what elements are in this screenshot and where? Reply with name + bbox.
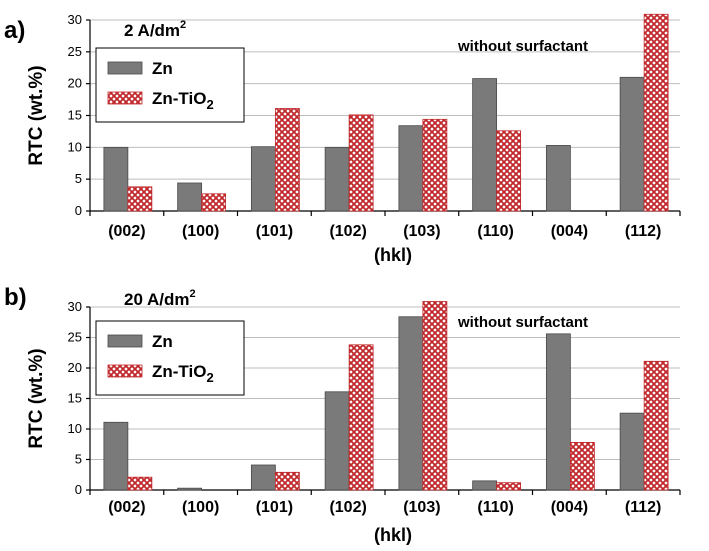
bar-zn — [398, 125, 424, 212]
y-tick-label: 25 — [68, 330, 82, 345]
bar-zn-tio2 — [496, 482, 522, 491]
x-category-label: (112) — [625, 499, 661, 516]
y-tick-label: 30 — [68, 299, 82, 314]
y-tick-label: 20 — [68, 76, 82, 91]
y-tick-label: 20 — [68, 360, 82, 375]
x-category-label: (110) — [477, 499, 513, 516]
bar-zn — [619, 412, 645, 491]
chart-panel-a: 0 5 10 15 20 25 30 (002) (100) (101) (102) (103) (11… — [4, 12, 681, 265]
y-tick-label: 15 — [68, 108, 82, 123]
legend-series-subscript: 2 — [206, 370, 213, 385]
legend-swatch-zn-tio2 — [107, 91, 143, 105]
annotation-text: without surfactant — [457, 314, 588, 331]
y-tick-label: 5 — [75, 171, 82, 186]
legend-series-name: Zn-TiO — [152, 362, 206, 381]
bar-zn — [250, 464, 276, 491]
y-tick-label: 25 — [68, 44, 82, 59]
y-axis-title: RTC (wt.%) — [26, 65, 47, 165]
bar-zn-tio2 — [348, 114, 374, 212]
y-tick-label: 0 — [75, 482, 82, 497]
x-category-label: (004) — [551, 499, 588, 516]
panel-letter: b) — [4, 284, 27, 311]
legend-series-name: Zn-TiO — [152, 89, 206, 108]
bar-zn-tio2 — [422, 301, 448, 491]
bar-zn — [398, 316, 424, 491]
bar-zn — [472, 78, 498, 212]
current-density-exponent: 2 — [190, 288, 196, 300]
x-axis-title: (hkl) — [374, 525, 412, 545]
bar-zn-tio2 — [569, 442, 595, 491]
x-category-label: (103) — [403, 223, 440, 240]
x-axis-title: (hkl) — [374, 245, 412, 265]
legend-label: Zn — [152, 59, 173, 78]
legend-label: Zn — [152, 332, 173, 351]
legend-series-subscript: 2 — [206, 97, 213, 112]
y-axis-title: RTC (wt.%) — [26, 348, 47, 448]
y-tick-label: 15 — [68, 391, 82, 406]
bar-zn-tio2 — [274, 108, 300, 212]
bar-zn-tio2 — [643, 360, 669, 491]
x-category-label: (100) — [182, 223, 219, 240]
bar-zn-tio2 — [643, 13, 669, 212]
chart-panel-b: 0 5 10 15 20 25 30 (002) (100) (101) (102) (103) (11… — [4, 284, 681, 545]
bar-zn — [103, 146, 129, 212]
bar-zn — [545, 333, 571, 491]
x-category-label: (101) — [256, 223, 293, 240]
x-category-label: (103) — [403, 499, 440, 516]
current-density-label: 20 A/dm2 — [124, 288, 196, 309]
x-category-label: (112) — [625, 223, 661, 240]
bar-zn-tio2 — [127, 186, 153, 212]
bar-zn — [619, 76, 645, 212]
legend-label: Zn-TiO2 — [152, 362, 214, 385]
legend-box — [95, 47, 245, 123]
bar-zn-tio2 — [422, 118, 448, 212]
legend-series-name: Zn — [152, 59, 173, 78]
x-category-label: (102) — [329, 223, 366, 240]
bar-zn-tio2 — [127, 476, 153, 491]
bar-zn — [324, 391, 350, 491]
legend-swatch-zn-tio2 — [107, 364, 143, 378]
legend-swatch-zn — [107, 334, 143, 348]
bar-zn-tio2 — [496, 130, 522, 212]
y-tick-label: 30 — [68, 12, 82, 27]
bar-zn-tio2 — [348, 344, 374, 491]
y-tick-label: 10 — [68, 421, 82, 436]
y-tick-label: 5 — [75, 452, 82, 467]
bar-zn — [103, 421, 129, 491]
legend-series-name: Zn — [152, 332, 173, 351]
current-density-value: 2 A/dm — [124, 21, 180, 40]
bar-zn — [177, 182, 203, 212]
x-category-label: (102) — [329, 499, 366, 516]
legend: Zn Zn-TiO2 — [95, 47, 245, 123]
bar-zn — [545, 145, 571, 212]
panel-letter: a) — [4, 17, 25, 44]
bar-zn-tio2 — [201, 193, 227, 212]
bar-zn — [250, 146, 276, 212]
annotation-text: without surfactant — [457, 38, 588, 55]
current-density-label: 2 A/dm2 — [124, 19, 186, 40]
current-density-exponent: 2 — [180, 19, 186, 31]
x-category-label: (100) — [182, 499, 219, 516]
bar-zn — [177, 487, 203, 491]
legend: Zn Zn-TiO2 — [95, 320, 245, 396]
x-category-label: (004) — [551, 223, 588, 240]
legend-swatch-zn — [107, 61, 143, 75]
y-tick-label: 0 — [75, 203, 82, 218]
bar-zn — [472, 480, 498, 491]
bar-zn-tio2 — [274, 471, 300, 491]
y-tick-label: 10 — [68, 139, 82, 154]
bar-zn — [324, 146, 350, 212]
x-category-label: (101) — [256, 499, 293, 516]
legend-box — [95, 320, 245, 396]
legend-label: Zn-TiO2 — [152, 89, 214, 112]
current-density-value: 20 A/dm — [124, 290, 190, 309]
x-category-label: (002) — [108, 499, 145, 516]
x-category-label: (002) — [108, 223, 145, 240]
x-category-label: (110) — [477, 223, 513, 240]
